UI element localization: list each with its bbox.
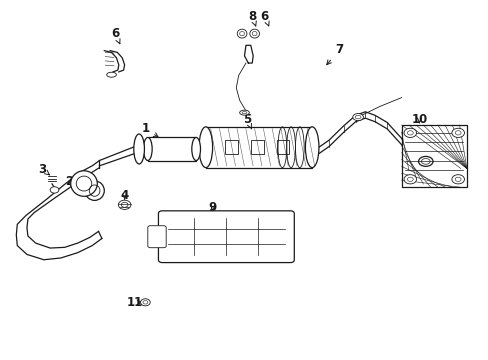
Text: 11: 11 [127, 296, 143, 309]
Circle shape [403, 128, 416, 138]
Text: 10: 10 [410, 113, 427, 126]
Bar [224, 140, 238, 154]
Text: 3: 3 [38, 163, 49, 176]
Text: 5: 5 [243, 113, 251, 129]
Circle shape [403, 175, 416, 184]
Ellipse shape [199, 127, 212, 168]
Bar [276, 140, 289, 154]
FancyBboxPatch shape [147, 226, 166, 248]
Bar [401, 125, 466, 187]
Ellipse shape [71, 171, 97, 196]
Text: 8: 8 [247, 10, 256, 26]
Ellipse shape [249, 29, 259, 38]
Text: 6: 6 [111, 27, 120, 44]
Text: 4: 4 [120, 189, 128, 202]
Circle shape [451, 175, 464, 184]
Ellipse shape [143, 138, 152, 161]
Ellipse shape [305, 127, 318, 168]
Ellipse shape [191, 138, 200, 161]
Circle shape [140, 299, 150, 306]
Bar [250, 140, 263, 154]
Text: 6: 6 [260, 10, 268, 26]
Bar [147, 138, 196, 161]
Bar [205, 127, 311, 168]
Text: 9: 9 [208, 201, 216, 214]
Ellipse shape [239, 110, 249, 115]
Ellipse shape [106, 72, 116, 77]
Text: 7: 7 [326, 44, 343, 65]
Text: 2: 2 [65, 175, 73, 188]
Circle shape [50, 187, 59, 193]
Text: 1: 1 [141, 122, 158, 137]
FancyBboxPatch shape [158, 211, 294, 262]
Ellipse shape [85, 181, 104, 201]
Ellipse shape [134, 134, 144, 164]
Circle shape [118, 200, 131, 210]
Ellipse shape [237, 29, 246, 38]
Ellipse shape [418, 157, 432, 166]
Ellipse shape [352, 113, 363, 121]
Circle shape [451, 128, 464, 138]
